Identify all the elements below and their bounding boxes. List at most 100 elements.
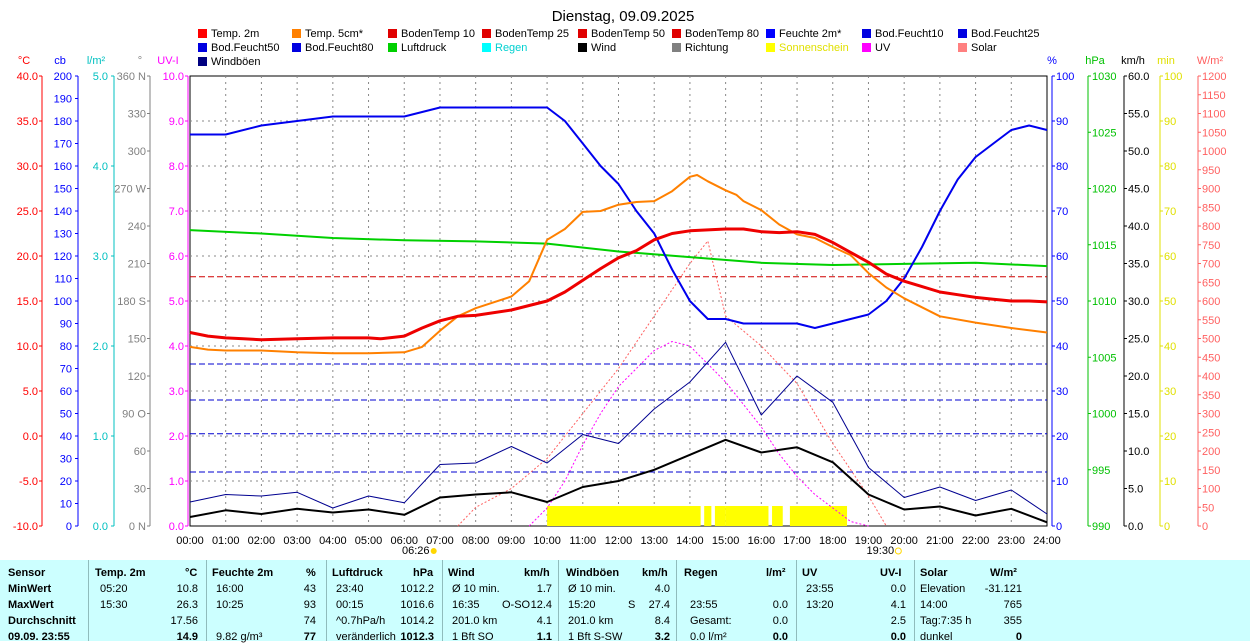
axis-tick-label: 0	[1202, 521, 1208, 533]
legend-swatch	[766, 43, 775, 52]
sunset-marker	[894, 547, 902, 555]
table-cell-hum-val: 77	[303, 631, 316, 643]
legend-label: Bod.Feucht50	[211, 42, 280, 54]
axis-tick-label: 7.0	[169, 206, 184, 218]
table-cell-solar-val: -31.121	[984, 583, 1022, 595]
axis-tick-label: 60	[134, 446, 146, 458]
legend-label: Bod.Feucht10	[875, 28, 944, 40]
axis-tick-label: 750	[1202, 240, 1220, 252]
legend-label: Luftdruck	[401, 42, 447, 54]
legend-label: UV	[875, 42, 891, 54]
legend-label: Temp. 2m	[211, 28, 259, 40]
axis-tick-label: 240	[128, 221, 146, 233]
table-cell-temp-time: 15:30	[100, 599, 128, 611]
table-cell-temp-val: 17.56	[170, 615, 198, 627]
axis-tick-label: 3.0	[169, 386, 184, 398]
axis-tick-label: 10.0	[1128, 446, 1149, 458]
table-cell-uv-val: 0.0	[890, 583, 906, 595]
series-feuchte-2m	[190, 106, 1048, 329]
table-cell-label: Durchschnitt	[8, 615, 76, 627]
axis-tick-label: 550	[1202, 315, 1220, 327]
sunshine-bar	[725, 506, 769, 526]
axis-tick-label: 2.0	[93, 341, 108, 353]
axis-tick-label: 150	[54, 184, 72, 196]
table-cell-press-val: 1014.2	[400, 615, 434, 627]
axis-tick-label: 0	[1056, 521, 1062, 533]
legend-label: BodenTemp 10	[401, 28, 475, 40]
axis-tick-label: 10	[1056, 476, 1068, 488]
axis-tick-label: 5.0	[23, 386, 38, 398]
axis-tick-label: 60	[60, 386, 72, 398]
axis-unit: cb	[54, 55, 66, 67]
axis-tick-label: 500	[1202, 334, 1220, 346]
table-cell-wind-val: 12.4	[530, 599, 552, 611]
x-tick-label: 04:00	[319, 535, 347, 547]
axis-tick-label: 100	[1164, 71, 1182, 83]
axis-tick-label: 1005	[1092, 352, 1116, 364]
axis-tick-label: 80	[1164, 161, 1176, 173]
axis-tick-label: 700	[1202, 259, 1220, 271]
legend-swatch	[578, 29, 587, 38]
statistics-table: Sensor Temp. 2m °C Feuchte 2m % Luftdruc…	[0, 560, 1250, 643]
header-uv-unit: UV-I	[880, 567, 902, 579]
axis-unit: l/m²	[87, 55, 106, 67]
axis-tick-label: 6.0	[169, 251, 184, 263]
axis-tick-label: 10	[1164, 476, 1176, 488]
axis-tick-label: 10.0	[163, 71, 184, 83]
axis-tick-label: 0	[66, 521, 72, 533]
axis-tick-label: 40	[1164, 341, 1176, 353]
series-temp-2m	[189, 227, 1048, 342]
table-cell-wind-val: 4.1	[536, 615, 552, 627]
axis-tick-label: 20	[60, 476, 72, 488]
table-cell-uv-val: 4.1	[890, 599, 906, 611]
axis-tick-label: 40	[60, 431, 72, 443]
axis-tick-label: 70	[60, 364, 72, 376]
axis-unit: UV-I	[157, 55, 178, 67]
series-windb-en	[189, 341, 1048, 515]
table-cell-gust-val: 4.0	[654, 583, 670, 595]
sunshine-bar	[714, 506, 726, 526]
table-cell-temp-val: 14.9	[176, 631, 198, 643]
axis-tick-label: 450	[1202, 352, 1220, 364]
axis-tick-label: 20.0	[1128, 371, 1149, 383]
axis-unit: %	[1047, 55, 1057, 67]
x-axis-ticks: 00:00 01:00 02:00 03:00 04:00 05:00 06:00 07:00…	[176, 535, 1061, 557]
axis-tick-label: 150	[128, 334, 146, 346]
table-cell-hum-time: 9.82 g/m³	[216, 631, 263, 643]
table-cell-label: MaxWert	[8, 599, 54, 611]
axis-tick-label: 1050	[1202, 127, 1226, 139]
axis-unit: °C	[18, 55, 30, 67]
axis-tick-label: 40.0	[17, 71, 38, 83]
table-cell-rain-val: 0.0	[772, 615, 788, 627]
axis-unit: min	[1157, 55, 1175, 67]
table-cell-temp-time: 05:20	[100, 583, 128, 595]
axis-tick-label: 1150	[1202, 90, 1226, 102]
axis-tick-label: 100	[1202, 484, 1220, 496]
axis-tick-label: 30	[134, 484, 146, 496]
axis-tick-label: 40	[1056, 341, 1068, 353]
axis-tick-label: 30	[1056, 386, 1068, 398]
legend-label: Temp. 5cm*	[305, 28, 364, 40]
axis-tick-label: 2.0	[169, 431, 184, 443]
sunshine-bar	[704, 506, 712, 526]
axis-tick-label: -5.0	[19, 476, 38, 488]
axis-tick-label: 4.0	[93, 161, 108, 173]
header-solar-unit: W/m²	[990, 567, 1017, 579]
table-cell-wind-a: 1 Bft SO	[452, 631, 494, 643]
legend-swatch	[766, 29, 775, 38]
axis-tick-label: 40.0	[1128, 221, 1149, 233]
axis-tick-label: 900	[1202, 184, 1220, 196]
table-cell-wind-val: 1.1	[536, 631, 552, 643]
axis-tick-label: 0.0	[23, 431, 38, 443]
table-cell-wind-a: Ø 10 min.	[452, 583, 500, 595]
table-cell-press-val: 1012.2	[400, 583, 434, 595]
axis-tick-label: 1.0	[93, 431, 108, 443]
legend-swatch	[672, 43, 681, 52]
table-cell-gust-a: 201.0 km	[568, 615, 614, 627]
legend-swatch	[862, 29, 871, 38]
axis-tick-label: 80	[60, 341, 72, 353]
table-cell-solar-a: dunkel	[920, 631, 953, 643]
table-cell-label: 09.09. 23:55	[8, 631, 70, 643]
header-temp: Temp. 2m	[95, 567, 146, 579]
